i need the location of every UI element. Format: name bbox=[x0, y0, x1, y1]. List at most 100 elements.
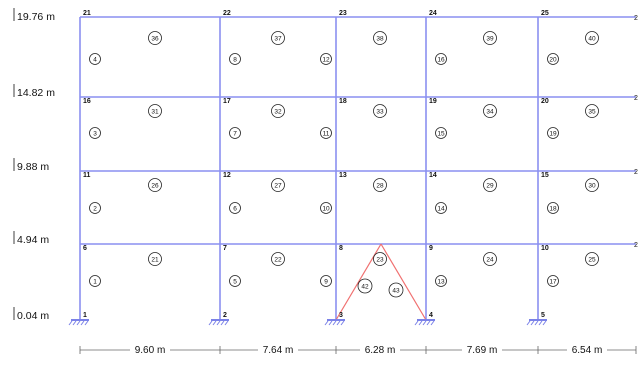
node-label: 20 bbox=[541, 98, 549, 105]
column-member-label: 12 bbox=[320, 53, 332, 65]
edge-mark: 2 bbox=[634, 242, 638, 249]
column-member-label: 17 bbox=[547, 275, 559, 287]
member-number: 23 bbox=[376, 257, 384, 264]
beam-member-label: 36 bbox=[148, 31, 162, 45]
beam-member-label: 40 bbox=[585, 31, 599, 45]
member-number: 4 bbox=[93, 57, 97, 64]
member-number: 20 bbox=[549, 57, 557, 64]
support-hatch bbox=[332, 320, 337, 326]
node-label: 24 bbox=[429, 10, 437, 17]
node-label: 10 bbox=[541, 245, 549, 252]
node-label: 18 bbox=[339, 98, 347, 105]
span-label-bg bbox=[360, 344, 400, 356]
member-circle bbox=[89, 275, 101, 287]
beam-member-label: 27 bbox=[271, 178, 285, 192]
node-label: 13 bbox=[339, 172, 347, 179]
brace-member-label: 42 bbox=[357, 278, 373, 294]
node-label: 12 bbox=[223, 172, 231, 179]
members-layer bbox=[79, 16, 636, 320]
member-circle bbox=[585, 178, 599, 192]
column-member-label: 2 bbox=[89, 202, 101, 214]
node-label: 6 bbox=[83, 245, 87, 252]
beam-member-label: 31 bbox=[148, 104, 162, 118]
member-circle bbox=[547, 202, 559, 214]
beam-member-label: 25 bbox=[585, 252, 599, 266]
level-label: 9.88 m bbox=[17, 161, 49, 173]
member-number: 15 bbox=[437, 131, 445, 138]
support-hatch bbox=[542, 320, 547, 326]
beam-member-label: 30 bbox=[585, 178, 599, 192]
member-circle bbox=[585, 104, 599, 118]
column-member-label: 15 bbox=[435, 127, 447, 139]
node-label: 16 bbox=[83, 98, 91, 105]
member-circle bbox=[585, 31, 599, 45]
column-member-label: 16 bbox=[435, 53, 447, 65]
support-hatch bbox=[68, 320, 73, 326]
node-label: 2 bbox=[223, 312, 227, 319]
member-circle bbox=[435, 53, 447, 65]
member-number: 24 bbox=[486, 257, 494, 264]
support-hatch bbox=[212, 320, 217, 326]
column-member-label: 18 bbox=[547, 202, 559, 214]
support-hatch bbox=[336, 320, 341, 326]
support-hatch bbox=[414, 320, 419, 326]
node-label: 4 bbox=[429, 312, 433, 319]
level-label: 4.94 m bbox=[17, 234, 49, 246]
column-member-label: 14 bbox=[435, 202, 447, 214]
member-circle bbox=[89, 127, 101, 139]
column-member-label: 10 bbox=[320, 202, 332, 214]
node-label: 19 bbox=[429, 98, 437, 105]
column-member-label: 11 bbox=[320, 127, 332, 139]
column-member-label: 4 bbox=[89, 53, 101, 65]
column-member-label: 1 bbox=[89, 275, 101, 287]
fixed-support-icon bbox=[208, 319, 229, 326]
beam-member-label: 22 bbox=[271, 252, 285, 266]
beam-member-label: 34 bbox=[483, 104, 497, 118]
span-label-bg bbox=[130, 344, 170, 356]
member-circle bbox=[547, 275, 559, 287]
member-circle bbox=[229, 275, 241, 287]
beam-member-label: 38 bbox=[373, 31, 387, 45]
member-number: 40 bbox=[588, 36, 596, 43]
span-label-bg bbox=[258, 344, 298, 356]
node-label: 25 bbox=[541, 10, 549, 17]
member-number: 5 bbox=[233, 279, 237, 286]
member-circle bbox=[89, 53, 101, 65]
member-number: 9 bbox=[324, 279, 328, 286]
support-hatch bbox=[328, 320, 333, 326]
member-number: 32 bbox=[274, 109, 282, 116]
member-number: 11 bbox=[323, 131, 330, 138]
member-circle bbox=[271, 252, 285, 266]
member-number: 18 bbox=[549, 206, 557, 213]
member-circle bbox=[373, 252, 387, 266]
span-label-bg bbox=[567, 344, 607, 356]
member-number: 36 bbox=[151, 36, 159, 43]
node-label: 14 bbox=[429, 172, 437, 179]
member-circle bbox=[271, 178, 285, 192]
member-number: 10 bbox=[322, 206, 330, 213]
member-circle bbox=[148, 178, 162, 192]
level-labels-layer: 19.76 m 14.82 m 9.88 m 4.94 m 0.04 m bbox=[13, 8, 55, 322]
member-circle bbox=[229, 127, 241, 139]
beam-member-label: 24 bbox=[483, 252, 497, 266]
member-number: 6 bbox=[233, 206, 237, 213]
span-label: 6.28 m bbox=[365, 345, 396, 356]
member-number: 30 bbox=[588, 183, 596, 190]
support-hatch bbox=[216, 320, 221, 326]
column-member-label: 13 bbox=[435, 275, 447, 287]
member-number: 12 bbox=[322, 57, 330, 64]
member-circle bbox=[271, 104, 285, 118]
column-member-label: 8 bbox=[229, 53, 241, 65]
brace-line bbox=[335, 243, 382, 321]
beam-member-label: 37 bbox=[271, 31, 285, 45]
span-label: 7.64 m bbox=[263, 345, 294, 356]
beam-member-label: 32 bbox=[271, 104, 285, 118]
member-number: 21 bbox=[151, 257, 159, 264]
member-number: 2 bbox=[93, 206, 97, 213]
member-number: 16 bbox=[437, 57, 445, 64]
support-hatch bbox=[324, 320, 329, 326]
column-member-label: 6 bbox=[229, 202, 241, 214]
beam-member-label: 39 bbox=[483, 31, 497, 45]
support-hatch bbox=[80, 320, 85, 326]
